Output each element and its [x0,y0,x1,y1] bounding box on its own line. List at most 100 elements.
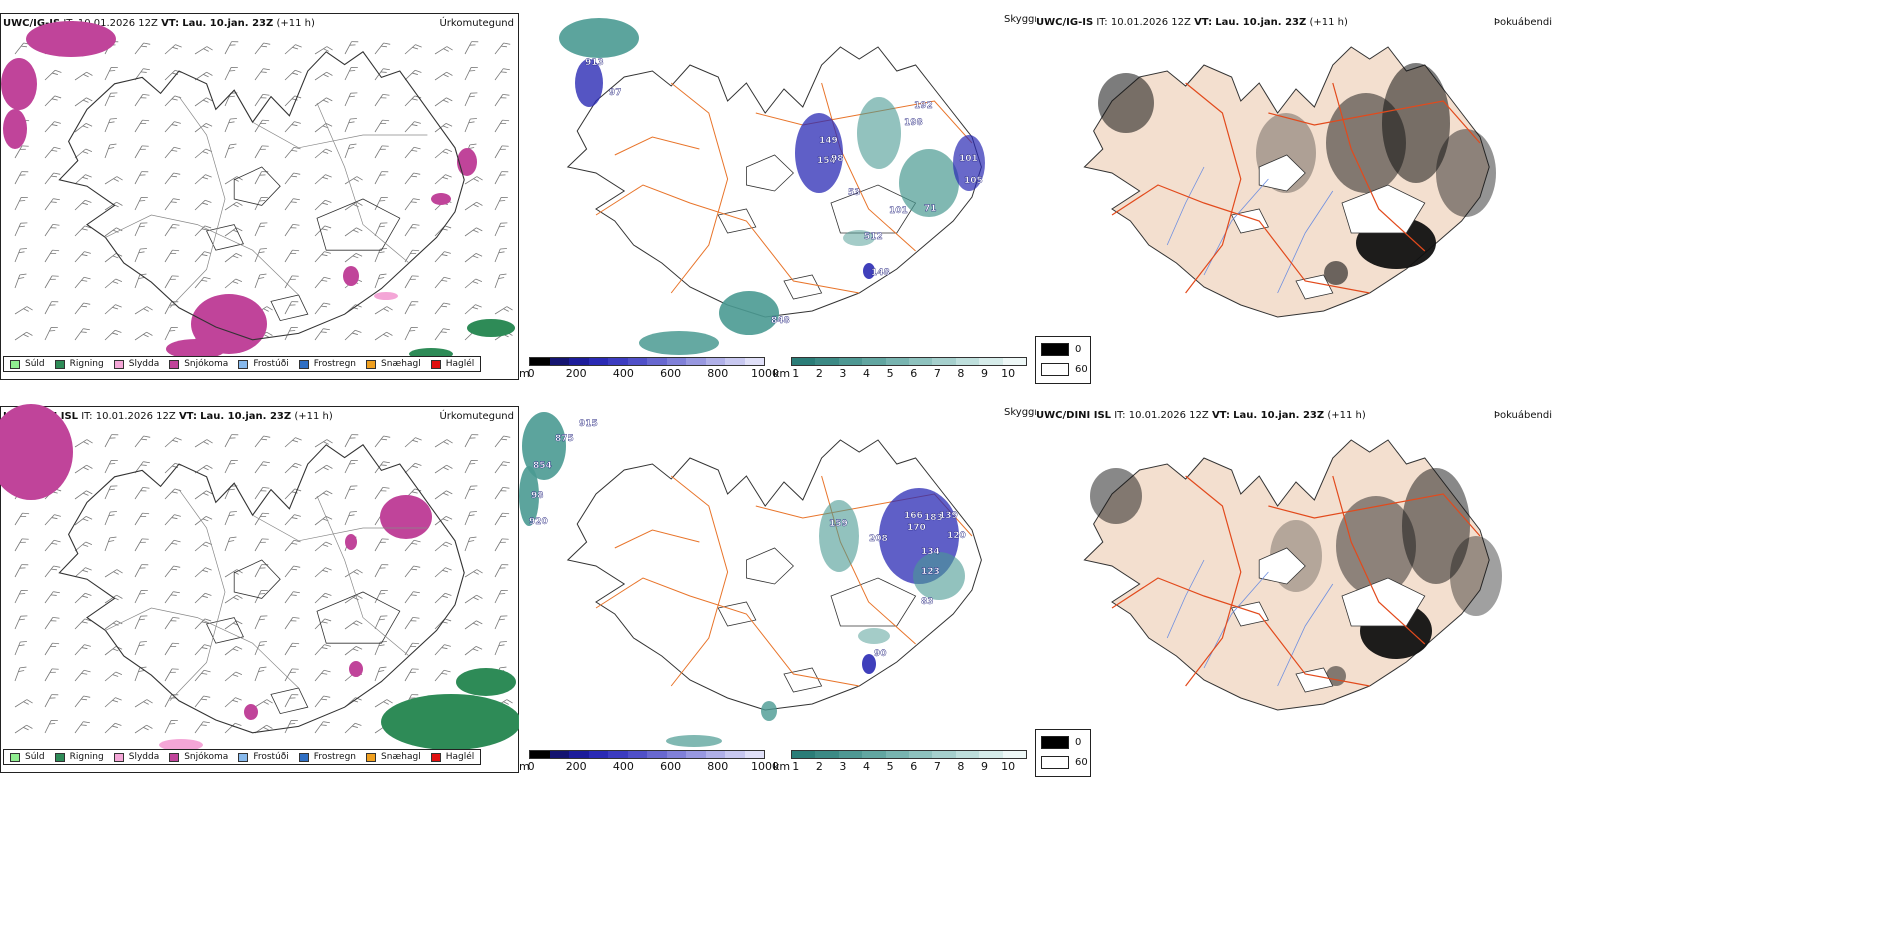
wind-barb [314,464,333,474]
wind-barb [344,92,358,107]
wind-barb [164,488,182,500]
colorbar-cell [627,358,647,365]
wind-barb [434,148,453,159]
colorbar-tick: 1 [792,367,800,380]
wind-barb [224,569,243,578]
colorbar-cell [862,358,886,365]
colorbar-tick: 400 [612,367,634,380]
wind-barb [74,276,91,289]
legend-swatch [298,752,309,762]
wind-barb [404,121,421,133]
lead-time: (+11 h) [1309,17,1348,28]
wind-barb [344,143,357,159]
wind-barb [194,695,211,708]
wind-barb [254,93,270,107]
wind-barb [314,148,333,159]
vt-label: VT: [1194,17,1213,28]
wind-barb [284,719,298,734]
colorbar-cell [686,358,706,365]
wind-barb [194,721,210,734]
wind-barb [74,97,93,107]
wind-barb [44,95,62,107]
wind-barb [344,434,359,448]
wind-barb [314,302,331,315]
legend-item: Rigning [54,359,104,369]
wind-barb [374,222,388,237]
low-visibility-area [857,97,901,169]
colorbar-tick: 400 [612,760,634,773]
colorbar-tick: 5 [886,760,894,773]
wind-barb [314,592,332,604]
fog-index-shade [1436,129,1496,217]
low-visibility-area [719,291,779,335]
visibility-label: 97 [609,88,622,98]
legend-item: Slydda [113,359,159,369]
rain-area [381,694,521,750]
it-value: 10.01.2026 12Z [95,411,176,422]
wind-barb [404,172,421,185]
rain-area [467,319,515,337]
wind-barb [74,516,93,526]
legend-item: Snjókoma [169,359,228,369]
wind-barb [14,222,28,237]
wind-barb [284,275,299,289]
wind-barb [44,565,61,578]
glacier-outline [1258,154,1306,192]
legend-label: Rigning [69,359,104,369]
wind-barb [494,222,508,237]
wind-barb [344,459,358,474]
wind-barb [104,201,123,211]
colorbar-cell [909,358,933,365]
glacier-outline [746,547,794,585]
wind-barb [374,486,390,500]
panel-title: Úrkomutegund [439,411,514,422]
road [1185,82,1242,294]
wind-barb [224,594,243,604]
wind-barb [374,93,390,107]
vt-label: VT: [178,411,197,422]
wind-barb [74,618,92,630]
wind-barb [14,564,29,578]
panel-title: Úrkomutegund [439,18,514,29]
wind-barb [314,174,332,185]
wind-barb [284,121,301,133]
colorbar-cell [549,751,569,758]
wind-barb [314,618,332,630]
wind-barb [224,434,239,448]
wind-barb [164,44,182,55]
legend-label: Frostúði [253,359,289,369]
colorbar-tick: 800 [707,760,729,773]
colorbar-cell [932,358,956,365]
colorbar-cell [792,358,816,365]
wind-barb [194,541,213,552]
wind-barb [404,301,419,315]
visibility-label: 875 [555,434,574,444]
model-name: UWC/IG-IS [3,18,61,29]
snow-area [431,193,451,205]
wind-barb [224,41,239,55]
wind-barb [464,66,478,81]
wind-barb [134,222,148,237]
colorbar-cell [705,751,725,758]
wind-barb [104,434,119,448]
visibility-label: 123 [921,567,940,577]
wind-barb [374,196,388,211]
wind-barb [134,119,150,133]
colorbar-tick: 8 [957,367,965,380]
wind-barb [374,145,389,159]
fog-index-shade [1324,261,1348,285]
very-low-visibility-area [575,59,603,107]
wind-barb [104,253,123,263]
legend-label: Haglél [445,359,475,369]
road [670,475,729,687]
wind-barb [104,511,117,526]
wind-barb [434,644,451,656]
fog-index-shade [1336,496,1416,596]
wind-barb [104,459,118,474]
road [252,121,428,149]
legend-item: Slydda [113,752,159,762]
wind-barb [494,615,508,630]
visibility-label: 105 [964,176,983,186]
glacier-outline [1341,184,1426,234]
wind-barb [134,435,151,448]
